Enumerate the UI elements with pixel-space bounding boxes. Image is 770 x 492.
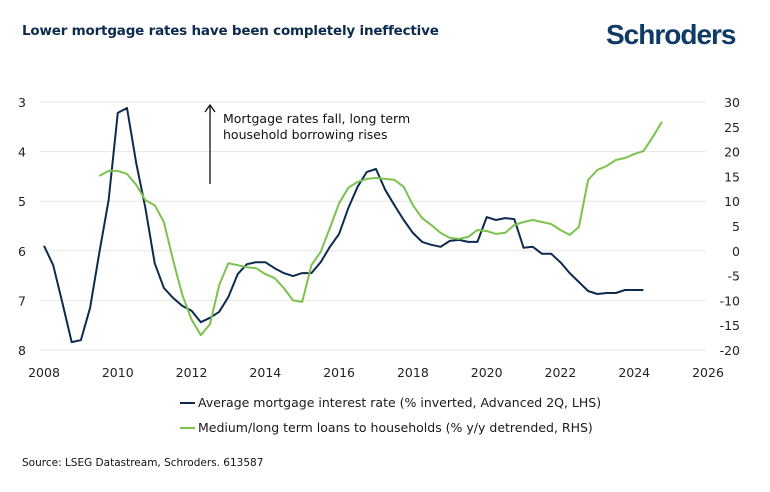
y-right-tick-label: 30	[724, 95, 740, 110]
x-tick-label: 2010	[102, 365, 134, 380]
y-right-tick-label: 10	[724, 194, 740, 209]
y-right-tick-label: 25	[724, 120, 740, 135]
x-tick-label: 2016	[323, 365, 355, 380]
y-left-tick-label: 8	[18, 343, 26, 358]
annotation-arrow-head	[204, 103, 216, 113]
schroders-logo: Schroders	[606, 19, 736, 50]
y-right-tick-label: -15	[720, 318, 740, 333]
annotation-line-2: household borrowing rises	[223, 127, 388, 142]
x-tick-label: 2008	[28, 365, 60, 380]
series-line-mortgage-rate	[43, 107, 644, 344]
legend-item-mortgage-rate: Average mortgage interest rate (% invert…	[180, 395, 601, 410]
y-left-tick-label: 6	[18, 244, 26, 259]
y-left-tick-label: 4	[18, 145, 26, 160]
x-tick-label: 2022	[545, 365, 577, 380]
y-right-tick-label: -20	[720, 343, 740, 358]
chart-title: Lower mortgage rates have been completel…	[22, 23, 439, 39]
x-tick-label: 2020	[471, 365, 503, 380]
legend-item-household-loans: Medium/long term loans to households (% …	[180, 420, 593, 435]
x-tick-label: 2026	[692, 365, 724, 380]
legend-swatch-green	[180, 426, 195, 429]
source-note: Source: LSEG Datastream, Schroders. 6135…	[22, 457, 264, 469]
legend-swatch-navy	[180, 401, 195, 404]
legend-label: Medium/long term loans to households (% …	[198, 420, 593, 435]
annotation: Mortgage rates fall, long term household…	[204, 103, 410, 184]
y-left-tick-label: 5	[18, 194, 26, 209]
y-right-tick-label: -5	[728, 269, 740, 284]
y-right-tick-label: 20	[724, 145, 740, 160]
y-right-tick-label: 15	[724, 169, 740, 184]
annotation-line-1: Mortgage rates fall, long term	[223, 111, 410, 126]
x-tick-label: 2012	[176, 365, 208, 380]
legend-label: Average mortgage interest rate (% invert…	[198, 395, 602, 410]
x-tick-label: 2024	[618, 365, 650, 380]
x-tick-label: 2014	[249, 365, 281, 380]
x-tick-label: 2018	[397, 365, 429, 380]
y-left-tick-label: 7	[18, 293, 26, 308]
y-left-tick-label: 3	[18, 95, 26, 110]
y-right-tick-label: 5	[732, 219, 740, 234]
y-right-tick-label: 0	[732, 244, 740, 259]
y-right-tick-label: -10	[720, 293, 740, 308]
series-line-household-loans	[98, 121, 663, 337]
